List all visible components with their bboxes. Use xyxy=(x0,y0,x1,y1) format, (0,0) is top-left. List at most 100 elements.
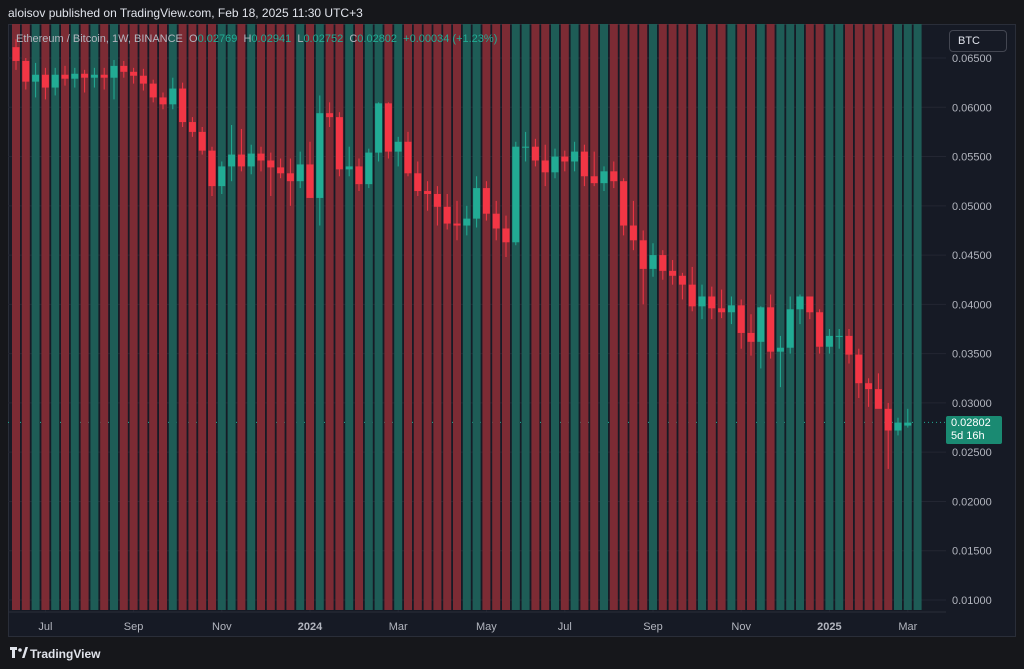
candle-body xyxy=(463,218,471,226)
candle-body xyxy=(169,88,177,105)
price-tick-label: 0.03500 xyxy=(952,349,992,361)
candle-body xyxy=(267,160,275,168)
candle-body xyxy=(708,296,716,309)
close-value: 0.02802 xyxy=(357,33,398,45)
candle-body xyxy=(796,296,804,310)
published-text: aloisov published on TradingView.com, Fe… xyxy=(8,6,363,20)
candle-body xyxy=(629,225,637,241)
candle-body xyxy=(825,335,833,347)
volume-bar xyxy=(345,24,354,610)
open-value: 0.02769 xyxy=(197,33,238,45)
candle-body xyxy=(649,255,657,269)
price-tick-label: 0.05000 xyxy=(952,201,992,213)
volume-bar xyxy=(678,24,687,610)
candle-body xyxy=(747,332,755,342)
time-axis: Jul Sep Nov 2024 Mar May Jul Sep Nov 2025 Mar xyxy=(38,621,917,633)
volume-bar xyxy=(404,24,412,611)
candle-body xyxy=(845,335,853,355)
candle-body xyxy=(375,103,383,153)
volume-bar xyxy=(374,24,383,610)
price-tick-label: 0.01000 xyxy=(952,595,992,607)
volume-bar xyxy=(551,24,559,611)
volume-bar xyxy=(12,24,20,610)
volume-bar xyxy=(668,24,677,611)
candle-body xyxy=(433,193,441,207)
tradingview-logo-icon[interactable] xyxy=(10,647,28,659)
volume-bar xyxy=(884,24,893,610)
candle-body xyxy=(61,74,69,79)
volume-bar xyxy=(854,24,863,611)
volume-bar xyxy=(394,24,403,611)
candle-body xyxy=(718,308,726,313)
volume-bar xyxy=(903,24,912,610)
candle-body xyxy=(139,75,147,84)
volume-bar xyxy=(70,24,79,610)
volume-bar xyxy=(100,24,109,610)
volume-bar xyxy=(276,24,285,611)
volume-bar xyxy=(629,24,638,610)
volume-bar xyxy=(227,24,236,610)
low-value: 0.02752 xyxy=(303,33,344,45)
volume-bar xyxy=(531,24,540,611)
volume-bar xyxy=(835,24,844,610)
candle-body xyxy=(345,166,353,170)
candle-body xyxy=(208,150,216,187)
time-tick-label: Nov xyxy=(212,621,232,633)
candle-body xyxy=(874,389,882,409)
volume-bar xyxy=(306,24,314,610)
volume-bar xyxy=(845,24,853,610)
candle-body xyxy=(228,154,236,167)
candle-body xyxy=(414,173,422,192)
volume-bar xyxy=(560,24,569,610)
price-tick-label: 0.04000 xyxy=(952,299,992,311)
candle-body xyxy=(257,153,265,161)
time-tick-label: Jul xyxy=(558,621,572,633)
candles xyxy=(12,39,912,469)
price-tick-label: 0.02500 xyxy=(952,447,992,459)
candle-body xyxy=(90,74,98,78)
candle-body xyxy=(365,152,373,185)
volume-bar xyxy=(237,24,246,610)
currency-button[interactable]: BTC xyxy=(949,30,1007,52)
candle-body xyxy=(835,335,843,337)
volume-bar xyxy=(433,24,442,611)
volume-bar xyxy=(159,24,167,611)
volume-bar xyxy=(41,24,50,610)
volume-bar xyxy=(129,24,138,611)
volume-bar xyxy=(913,24,922,610)
time-tick-label: May xyxy=(476,621,497,633)
candle-body xyxy=(130,71,138,76)
candle-body xyxy=(561,156,569,162)
volume-bar xyxy=(580,24,589,611)
candle-body xyxy=(22,60,30,82)
candle-body xyxy=(296,164,304,182)
candle-body xyxy=(277,167,285,174)
volume-bar xyxy=(217,24,226,610)
volume-bar xyxy=(21,24,30,610)
candle-body xyxy=(776,347,784,352)
price-tick-label: 0.04500 xyxy=(952,250,992,262)
volume-bar xyxy=(462,24,471,611)
footer xyxy=(0,637,1024,669)
volume-bar xyxy=(492,24,501,610)
candle-body xyxy=(473,188,481,219)
volume-bar xyxy=(688,24,697,611)
price-tick-label: 0.02000 xyxy=(952,496,992,508)
candlestick-chart[interactable]: 0.06500 0.06000 0.05500 0.05000 0.04500 0.040… xyxy=(8,24,1016,637)
time-tick-label: Nov xyxy=(731,621,751,633)
candle-body xyxy=(159,97,167,105)
volume-bar xyxy=(482,24,491,610)
candle-body xyxy=(247,153,255,167)
candle-body xyxy=(855,354,863,384)
volume-bar xyxy=(541,24,550,610)
candle-body xyxy=(218,166,226,187)
candle-body xyxy=(355,166,363,185)
candle-body xyxy=(306,164,314,198)
symbol-legend: Ethereum / Bitcoin, 1W, BINANCE O0.02769… xyxy=(16,33,497,45)
candle-body xyxy=(767,307,775,352)
candle-body xyxy=(316,113,324,198)
candle-body xyxy=(12,47,20,61)
candle-body xyxy=(41,74,49,88)
candle-body xyxy=(884,408,892,431)
candle-body xyxy=(424,191,432,194)
